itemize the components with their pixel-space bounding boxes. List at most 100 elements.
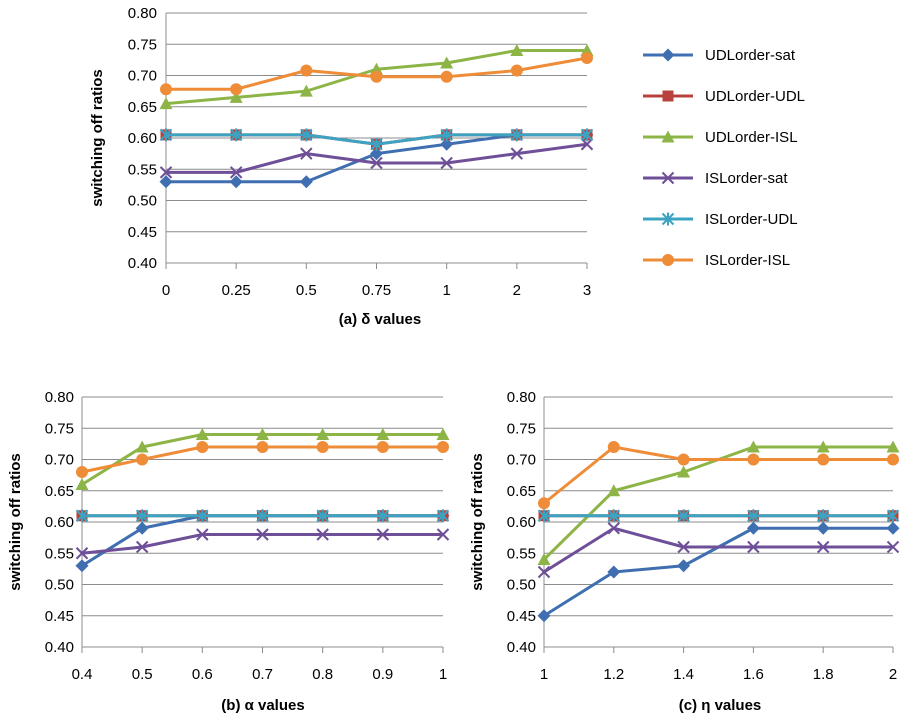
data-point	[256, 509, 269, 523]
data-point	[440, 56, 454, 69]
x-axis-title: (c) η values	[679, 697, 762, 714]
x-axis-title: (b) α values	[221, 697, 304, 714]
data-point	[229, 90, 243, 103]
y-tick-label: 0.40	[45, 639, 74, 656]
data-point	[537, 553, 551, 565]
data-point	[159, 175, 173, 189]
data-point	[436, 528, 450, 541]
y-tick-label: 0.80	[507, 389, 536, 406]
data-point	[229, 175, 243, 189]
data-point	[316, 509, 329, 523]
data-point	[370, 147, 383, 161]
x-tick-label: 0	[162, 282, 170, 299]
x-tick-label: 1	[442, 282, 450, 299]
data-point	[436, 509, 450, 523]
data-point	[300, 147, 313, 160]
data-point-stroke-b	[316, 528, 329, 541]
x-tick-label: 1	[540, 666, 548, 683]
data-point	[75, 509, 89, 523]
data-point	[299, 175, 313, 189]
data-point-stroke-b	[159, 166, 173, 179]
data-point	[580, 138, 594, 151]
y-tick-label: 0.60	[128, 130, 157, 147]
y-tick-label: 0.70	[507, 452, 536, 469]
y-tick-label: 0.75	[128, 36, 157, 53]
data-point	[135, 440, 149, 453]
data-point	[677, 559, 691, 573]
data-point	[607, 441, 620, 453]
x-tick-label: 2	[889, 666, 897, 683]
data-point	[300, 128, 313, 142]
data-point-stroke-b	[196, 528, 209, 541]
data-point	[370, 137, 383, 151]
data-point	[746, 440, 760, 453]
data-point	[230, 83, 243, 96]
data-point	[440, 70, 453, 83]
x-tick-label: 0.75	[362, 282, 391, 299]
legend-swatch-marker	[662, 90, 674, 102]
data-point	[537, 565, 551, 579]
data-point	[440, 137, 454, 151]
data-point	[196, 509, 209, 523]
y-tick-label: 0.55	[507, 545, 536, 562]
legend-label: UDLorder-UDL	[705, 88, 805, 105]
data-point	[159, 166, 173, 179]
y-tick-label: 0.65	[45, 483, 74, 500]
data-point	[746, 521, 760, 535]
x-tick-label: 1.4	[673, 666, 694, 683]
data-point	[816, 540, 830, 554]
legend-swatch-marker	[662, 254, 674, 266]
data-point	[195, 428, 209, 440]
data-point-stroke-b	[256, 528, 269, 541]
data-point	[677, 465, 691, 478]
y-tick-label: 0.65	[128, 99, 157, 116]
y-tick-label: 0.70	[128, 68, 157, 85]
data-point	[747, 509, 760, 523]
data-point-stroke-b	[886, 540, 900, 554]
data-point-stroke-b	[537, 565, 551, 579]
data-point	[376, 441, 389, 453]
y-tick-label: 0.50	[128, 193, 157, 210]
x-tick-label: 1.8	[813, 666, 834, 683]
y-axis-title: switching off ratios	[7, 453, 24, 591]
legend-label: ISLorder-ISL	[705, 252, 790, 269]
y-tick-label: 0.80	[128, 5, 157, 22]
data-point	[75, 547, 89, 560]
data-point	[256, 428, 269, 440]
data-point-stroke-b	[370, 156, 383, 170]
data-point	[817, 453, 830, 466]
data-point	[159, 128, 173, 142]
data-point	[229, 166, 243, 179]
data-point	[581, 52, 593, 64]
data-point	[316, 428, 330, 440]
y-tick-label: 0.60	[507, 514, 536, 531]
y-tick-label: 0.40	[128, 255, 157, 272]
series-line	[543, 526, 893, 574]
data-point	[300, 64, 313, 77]
data-point	[160, 83, 172, 96]
legend-swatch-marker	[661, 130, 675, 143]
data-point	[376, 428, 390, 440]
y-tick-label: 0.55	[45, 545, 74, 562]
y-tick-label: 0.55	[128, 161, 157, 178]
data-point-stroke-b	[677, 540, 690, 554]
y-tick-label: 0.70	[45, 452, 74, 469]
data-point	[135, 509, 149, 523]
y-axis-title: switching off ratios	[469, 453, 486, 591]
x-tick-label: 0.5	[132, 666, 153, 683]
data-point	[376, 509, 390, 523]
y-tick-label: 0.45	[45, 608, 74, 625]
legend-label: ISLorder-UDL	[705, 211, 798, 228]
y-tick-label: 0.75	[45, 420, 74, 437]
legend-swatch-marker	[661, 212, 675, 226]
y-tick-label: 0.65	[507, 483, 536, 500]
data-point	[510, 147, 524, 160]
series-line	[543, 445, 893, 505]
chart-panel-1: 0.40 0.45 0.50 0.55 0.60 0.65 0.70 0.75 0.80 0.4 0…	[7, 389, 450, 714]
data-point-stroke-b	[440, 156, 453, 170]
data-point	[316, 528, 329, 541]
data-point-stroke-b	[376, 528, 390, 541]
legend-swatch-marker	[661, 48, 675, 62]
data-point	[816, 440, 830, 453]
